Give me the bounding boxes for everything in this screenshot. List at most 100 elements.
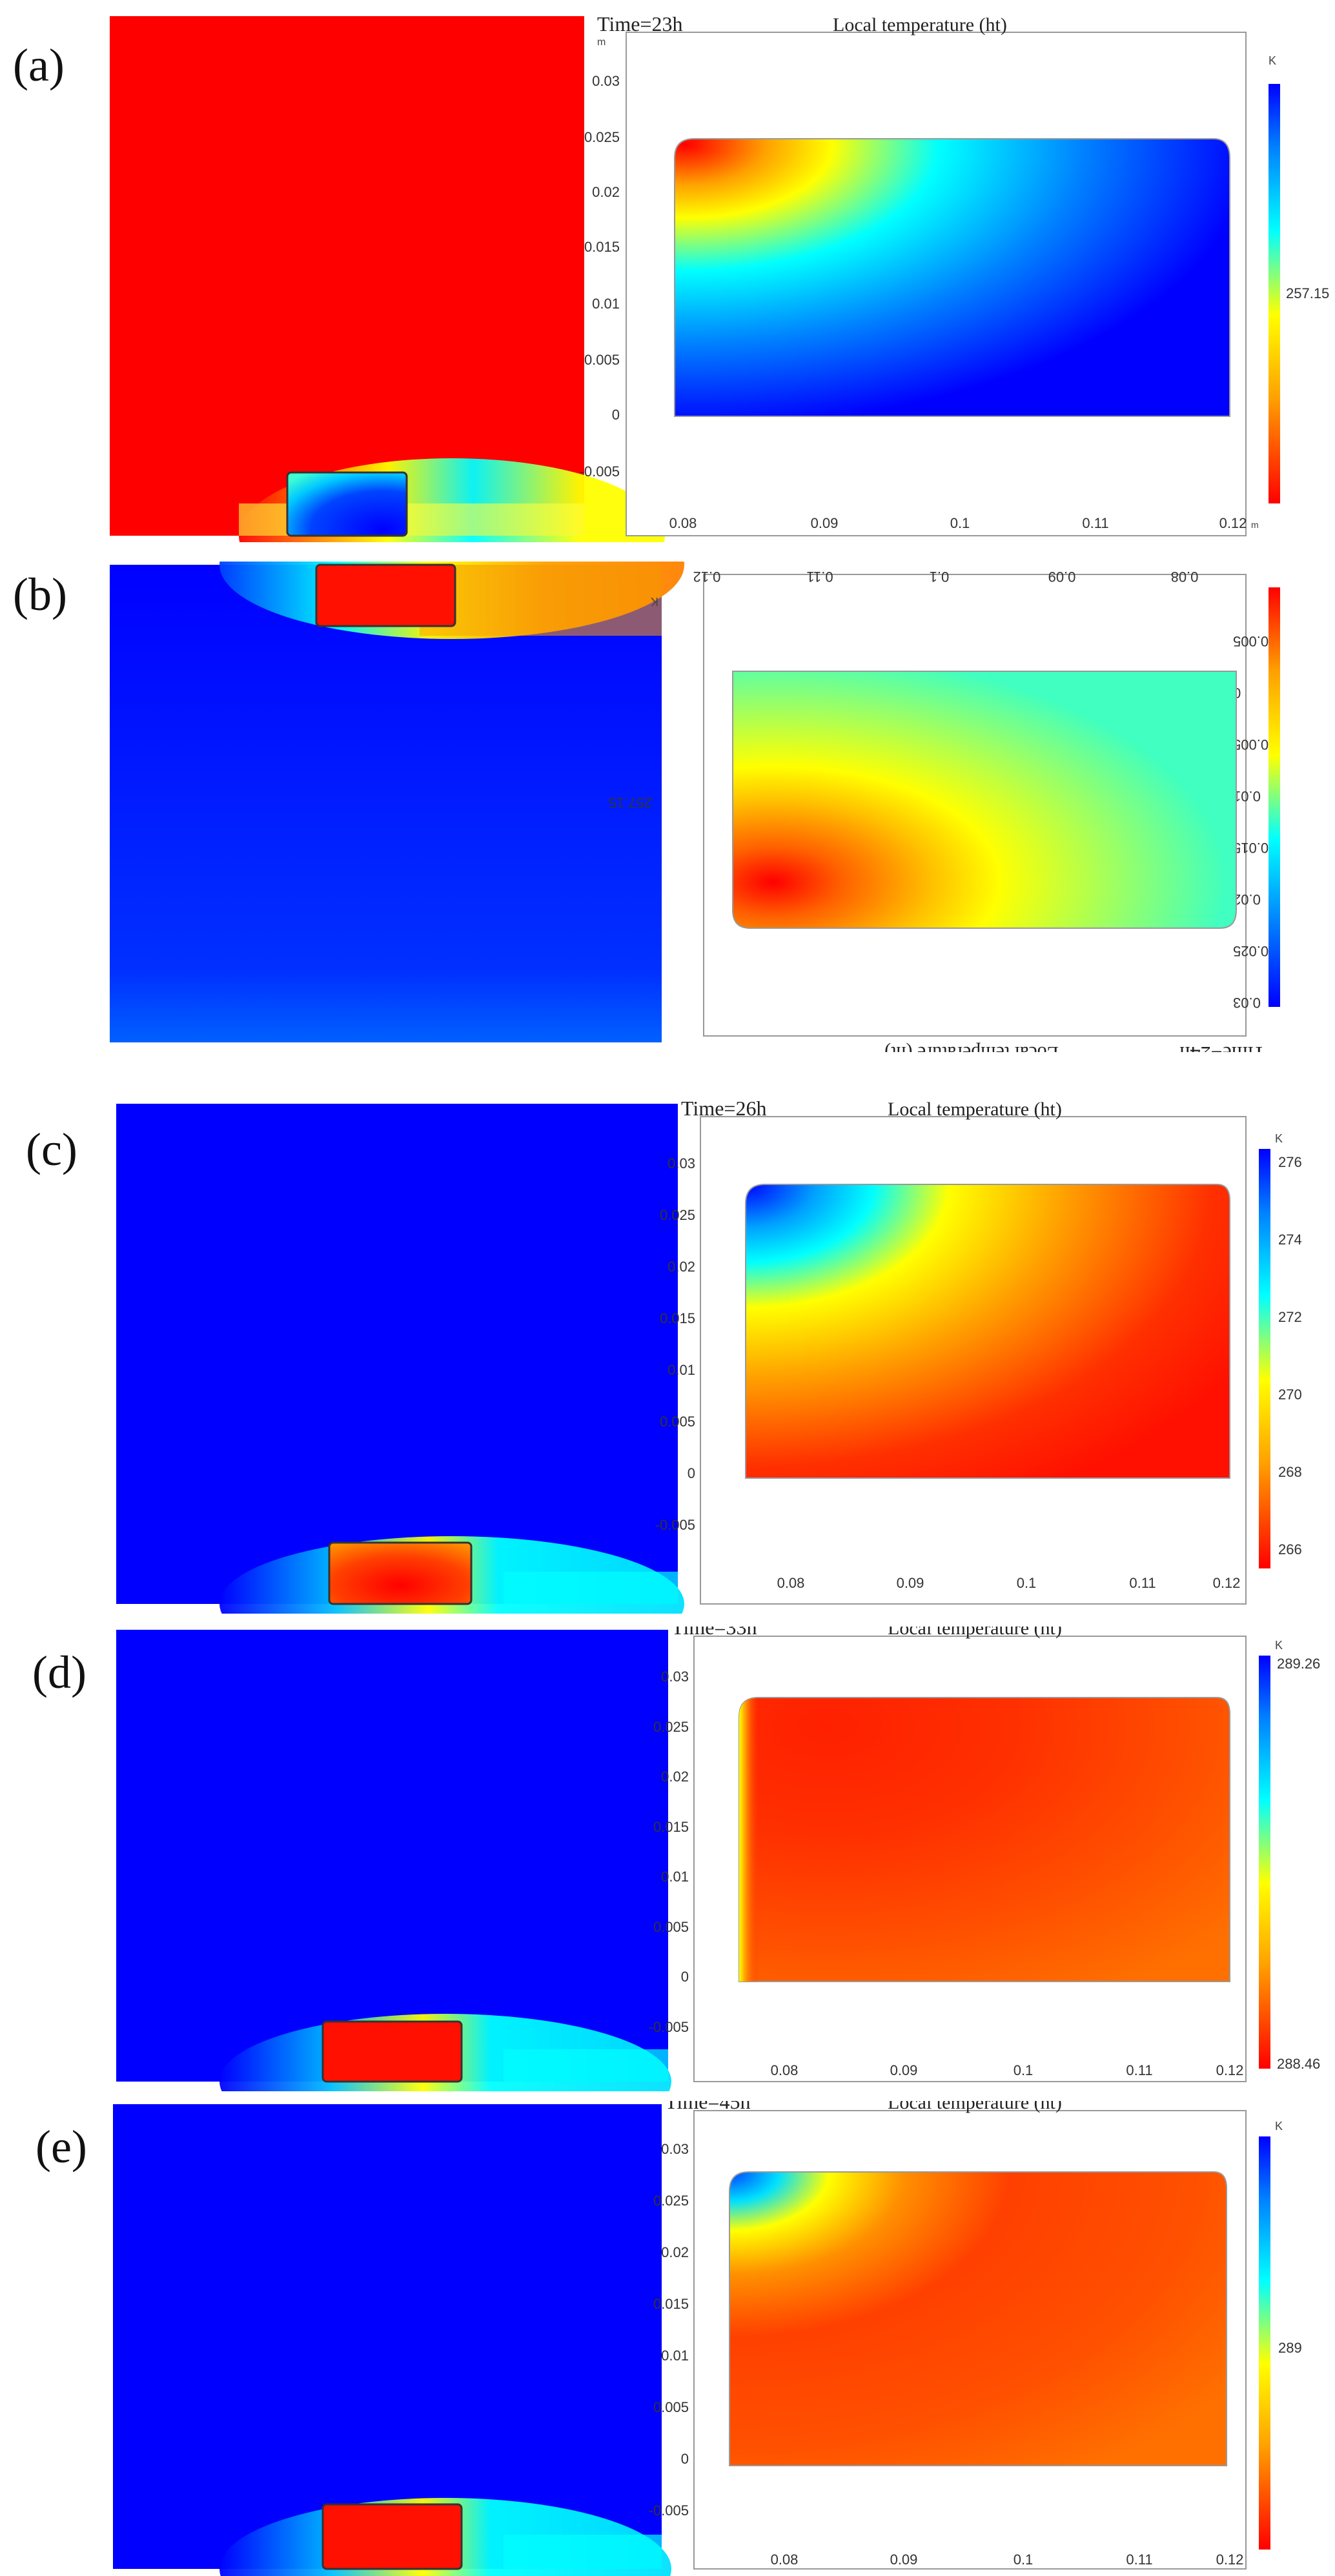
x-tick: 0.09 [811, 515, 839, 531]
colorbar-tick: 257.15 [609, 795, 652, 811]
colorbar-tick: 288.46 [1277, 2056, 1320, 2072]
y-tick: 0.015 [584, 239, 620, 255]
y-tick: 0.02 [592, 184, 620, 200]
y-tick: 0.005 [660, 1414, 695, 1430]
colorbar-unit: K [1275, 1132, 1283, 1145]
x-tick: 0.11 [1126, 2062, 1152, 2078]
colorbar-tick: 276 [1278, 1154, 1302, 1170]
x-tick: 0.1 [1014, 2062, 1034, 2078]
y-axis: 0.03 0.025 0.02 0.015 0.01 0.005 0 -0.00… [655, 1155, 695, 1533]
x-axis: 0.08 0.09 0.1 0.11 0.12 [669, 515, 1247, 531]
x-tick: 0.12 [1216, 2551, 1244, 2568]
y-tick: -0.005 [649, 2502, 689, 2519]
y-tick: 0.025 [584, 129, 620, 145]
colorbar-ticks: 276 274 272 270 268 266 [1278, 1154, 1302, 1557]
time-label: Time=33h [671, 1627, 757, 1639]
colorbar [1269, 84, 1280, 503]
y-tick: 0.015 [653, 2296, 689, 2312]
time-label: Time=24h [1180, 1042, 1265, 1052]
panel-d-graphics: Time=33h Local temperature (ht) 0.03 0.0… [116, 1627, 1320, 2091]
y-tick: 0.02 [668, 1259, 695, 1275]
domain-shape [729, 2171, 1227, 2466]
y-tick: 0.015 [660, 1310, 695, 1326]
time-label: Time=45h [665, 2101, 750, 2113]
inner-box [321, 2020, 463, 2083]
y-tick: 0.005 [653, 1919, 689, 1935]
domain-shape [674, 138, 1230, 417]
x-tick: 0.08 [771, 2551, 799, 2568]
x-tick: 0.1 [1017, 1575, 1037, 1591]
y-tick: 0.02 [661, 2244, 689, 2260]
inner-box [315, 563, 456, 627]
y-tick: 0.03 [661, 2141, 689, 2157]
x-tick: 0.1 [950, 515, 970, 531]
inverted-labels: Time=24h Local temperature (ht) 0.03 0.0… [609, 569, 1274, 1052]
field-image [116, 1630, 668, 2082]
inner-box [321, 2503, 463, 2570]
panel-label: (a) [13, 39, 65, 91]
panel-label: (c) [26, 1124, 77, 1175]
x-axis: 0.08 0.09 0.1 0.11 0.12 [693, 569, 1199, 585]
y-unit: m [597, 37, 606, 48]
domain-shape [732, 671, 1237, 929]
x-axis: 0.08 0.09 0.1 0.11 0.12 [777, 1575, 1241, 1591]
x-tick: 0.12 [1219, 515, 1247, 531]
inner-box [328, 1541, 473, 1605]
y-tick: 0.02 [661, 1769, 689, 1785]
y-tick: 0.025 [660, 1207, 695, 1223]
x-tick: 0.09 [897, 1575, 924, 1591]
y-axis: 0.03 0.025 0.02 0.015 0.01 0.005 0 -0.00… [649, 1668, 689, 2035]
colorbar [1259, 1656, 1270, 2069]
panel-e: (e) Time=45h Local [0, 2101, 1335, 2576]
x-tick: 0.09 [890, 2062, 918, 2078]
panel-c-graphics: Time=26h Local temperature (ht) 0.03 0.0… [116, 1097, 1302, 1614]
plot-title: Local temperature (ht) [888, 2101, 1062, 2113]
y-tick: 0.01 [592, 296, 620, 312]
colorbar [1269, 587, 1280, 1007]
x-tick: 0.08 [771, 2062, 799, 2078]
y-tick: 0.005 [1233, 736, 1269, 753]
y-tick: 0.025 [653, 2193, 689, 2209]
y-tick: -0.005 [655, 1517, 695, 1533]
y-tick: -0.005 [649, 2019, 689, 2035]
y-tick: 0.01 [661, 1869, 689, 1885]
y-tick: 0 [681, 1969, 689, 1985]
panel-label: (b) [13, 569, 67, 620]
y-tick: 0.015 [653, 1819, 689, 1835]
x-tick: 0.1 [1014, 2551, 1034, 2568]
field-region-band [504, 2535, 662, 2569]
colorbar-tick: 289 [1278, 2340, 1302, 2356]
plot-title: Local temperature (ht) [888, 1099, 1062, 1120]
y-tick: 0.02 [1233, 891, 1261, 908]
y-tick: 0.03 [592, 73, 620, 89]
y-tick: 0.03 [1233, 995, 1261, 1011]
x-tick: 0.11 [1129, 1575, 1156, 1591]
field-image [116, 1104, 678, 1604]
x-tick: 0.08 [669, 515, 697, 531]
colorbar-unit: K [1275, 1639, 1283, 1652]
x-unit: m [1251, 520, 1259, 530]
colorbar-unit: K [1275, 2120, 1283, 2133]
colorbar-tick: 268 [1278, 1464, 1302, 1480]
x-tick: 0.09 [890, 2551, 918, 2568]
y-tick: 0 [681, 2451, 689, 2467]
panel-e-graphics: Time=45h Local temperature (ht) 0.03 0.0… [113, 2101, 1302, 2576]
domain-shape [745, 1184, 1230, 1479]
domain-edge-shading [739, 1698, 839, 1982]
colorbar-tick: 272 [1278, 1309, 1302, 1325]
colorbar-tick: 270 [1278, 1386, 1302, 1403]
x-tick: 0.12 [693, 569, 721, 585]
x-tick: 0.12 [1213, 1575, 1241, 1591]
y-tick: -0.005 [580, 463, 620, 480]
y-tick: 0.03 [661, 1668, 689, 1685]
y-tick: -0.005 [1233, 633, 1273, 649]
field-region-band [504, 2049, 668, 2082]
y-tick: 0.015 [1233, 840, 1269, 856]
y-tick: 0.025 [1233, 943, 1269, 959]
x-tick: 0.11 [806, 569, 833, 585]
colorbar [1259, 1149, 1270, 1568]
field-image [113, 2104, 662, 2569]
field-image [110, 565, 662, 1042]
colorbar-tick: 257.15 [1286, 285, 1329, 301]
y-tick: 0.01 [668, 1362, 695, 1378]
